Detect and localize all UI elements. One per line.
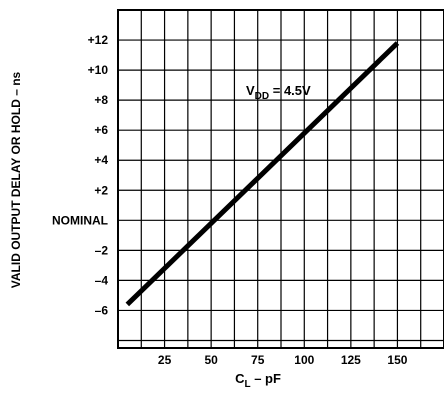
y-tick-label: +4 [94,153,108,167]
y-tick-label: +10 [88,63,109,77]
grid-lines [118,10,444,348]
x-tick-label: 50 [204,353,218,367]
x-axis-label: CL – pF [235,371,281,390]
annotation-sub: DD [255,91,269,102]
x-tick-label: 100 [294,353,314,367]
x-tick-label: 150 [387,353,407,367]
x-tick-label: 125 [341,353,361,367]
x-axis-label-rest: – pF [251,371,281,386]
y-tick-label: –2 [95,243,109,257]
y-tick-label: +8 [94,93,108,107]
tick-labels: 25 50 75 100 125 150 +12 +10 +8 +6 +4 +2 NOMINAL –2 –4… [52,33,408,367]
x-axis-label-sub: L [244,379,250,390]
y-tick-label: +12 [88,33,109,47]
annotation-rest: = 4.5V [269,83,311,98]
annotation-main: V [246,83,255,98]
y-axis-label: VALID OUTPUT DELAY OR HOLD – ns [9,71,23,288]
y-tick-label: –4 [95,273,109,287]
series-line [125,41,400,307]
x-tick-label: 25 [158,353,172,367]
x-tick-label: 75 [251,353,265,367]
y-tick-label: +6 [94,123,108,137]
x-axis-label-main: C [235,371,245,386]
y-tick-label: +2 [94,183,108,197]
vdd-annotation: VDD = 4.5V [246,83,311,102]
y-tick-label: –6 [95,303,109,317]
plot-frame [117,9,444,349]
y-tick-label: NOMINAL [52,213,108,227]
